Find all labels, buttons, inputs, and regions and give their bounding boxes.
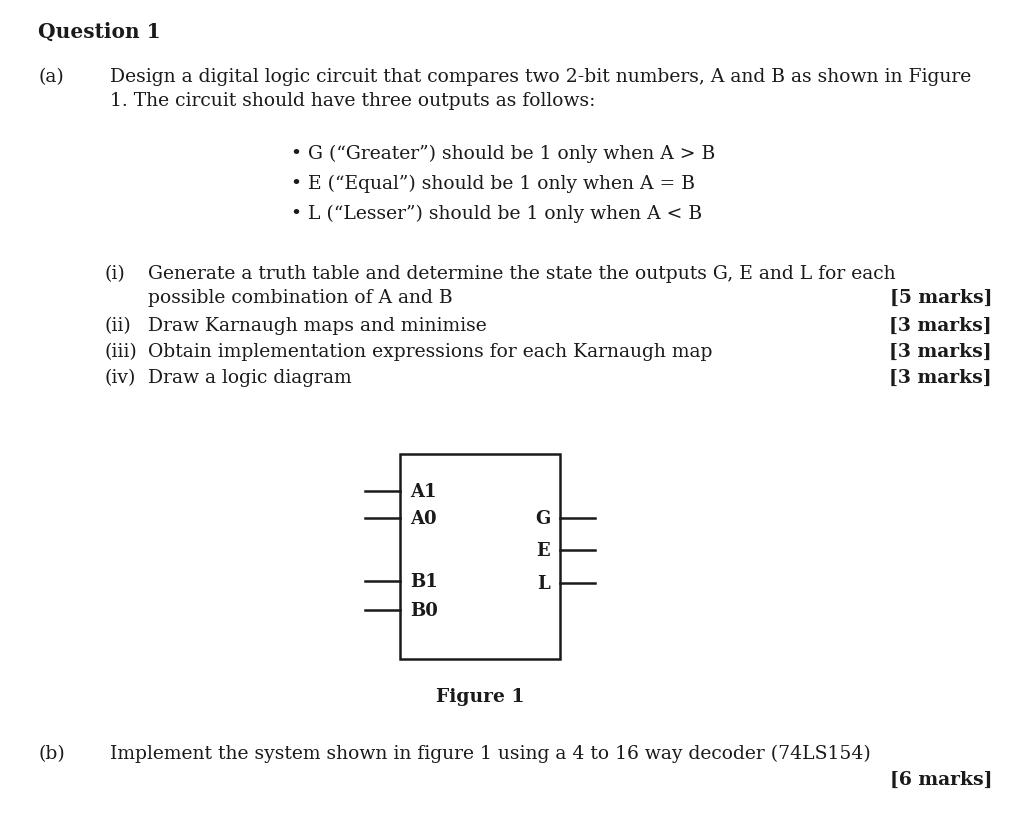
Text: [3 marks]: [3 marks]	[890, 368, 992, 387]
Text: 1. The circuit should have three outputs as follows:: 1. The circuit should have three outputs…	[110, 92, 595, 110]
Text: [3 marks]: [3 marks]	[890, 316, 992, 335]
Text: (iii): (iii)	[105, 343, 138, 360]
Text: A0: A0	[410, 509, 436, 527]
Text: (a): (a)	[38, 68, 63, 86]
Text: Draw Karnaugh maps and minimise: Draw Karnaugh maps and minimise	[148, 316, 486, 335]
Text: (iv): (iv)	[105, 368, 136, 387]
Text: Generate a truth table and determine the state the outputs G, E and L for each: Generate a truth table and determine the…	[148, 265, 896, 282]
Text: E (“Equal”) should be 1 only when A = B: E (“Equal”) should be 1 only when A = B	[308, 175, 695, 193]
Text: B0: B0	[410, 601, 438, 619]
Text: E: E	[537, 542, 550, 560]
Text: Question 1: Question 1	[38, 22, 161, 42]
Text: G (“Greater”) should be 1 only when A > B: G (“Greater”) should be 1 only when A > …	[308, 145, 715, 163]
Text: A1: A1	[410, 483, 436, 500]
Text: •: •	[290, 205, 301, 223]
Text: L (“Lesser”) should be 1 only when A < B: L (“Lesser”) should be 1 only when A < B	[308, 205, 702, 223]
Text: Obtain implementation expressions for each Karnaugh map: Obtain implementation expressions for ea…	[148, 343, 713, 360]
Text: [3 marks]: [3 marks]	[890, 343, 992, 360]
Text: Implement the system shown in figure 1 using a 4 to 16 way decoder (74LS154): Implement the system shown in figure 1 u…	[110, 744, 870, 763]
Text: [5 marks]: [5 marks]	[890, 289, 992, 306]
Bar	[400, 455, 560, 659]
Text: B1: B1	[410, 572, 437, 590]
Text: Figure 1: Figure 1	[436, 687, 524, 705]
Text: Draw a logic diagram: Draw a logic diagram	[148, 368, 351, 387]
Text: (ii): (ii)	[105, 316, 132, 335]
Text: •: •	[290, 175, 301, 193]
Text: •: •	[290, 145, 301, 163]
Text: possible combination of A and B: possible combination of A and B	[148, 289, 453, 306]
Text: Design a digital logic circuit that compares two 2-bit numbers, A and B as shown: Design a digital logic circuit that comp…	[110, 68, 971, 86]
Text: G: G	[535, 509, 550, 527]
Text: [6 marks]: [6 marks]	[890, 770, 992, 788]
Text: L: L	[538, 575, 550, 593]
Text: (i): (i)	[105, 265, 126, 282]
Text: (b): (b)	[38, 744, 65, 762]
